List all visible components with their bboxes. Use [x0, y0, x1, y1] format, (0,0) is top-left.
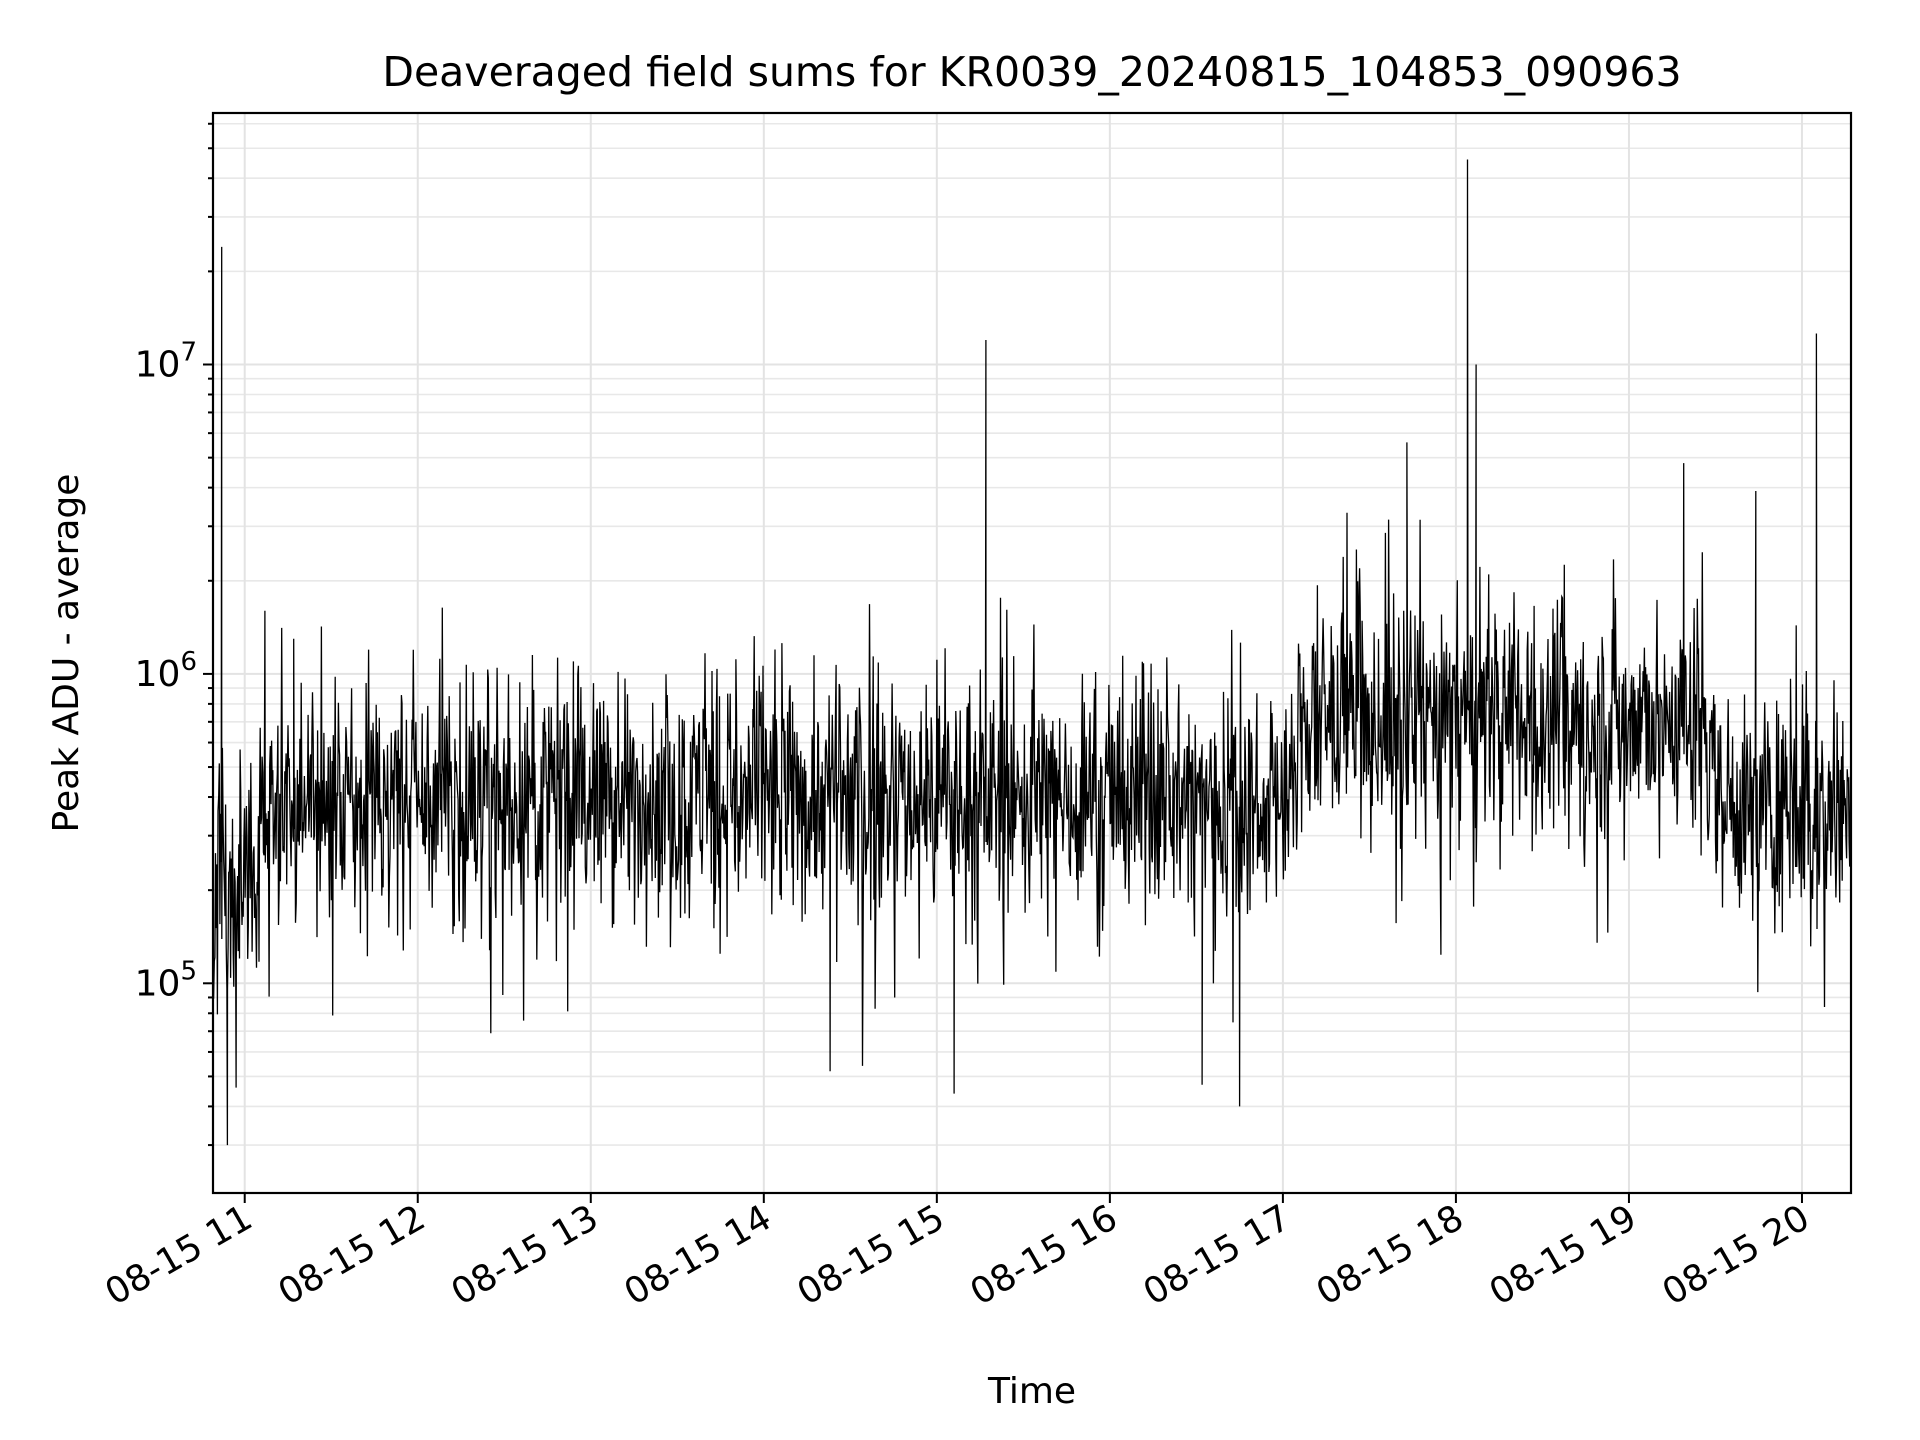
grid	[213, 113, 1851, 1193]
y-tick-label: 106	[135, 647, 197, 695]
x-tick-label: 08-15 20	[1656, 1197, 1817, 1313]
series-layer	[212, 159, 1852, 1146]
y-tick-label: 107	[135, 338, 197, 386]
x-tick-label: 08-15 15	[791, 1197, 952, 1313]
y-tick-label: 105	[135, 956, 197, 1004]
x-tick-label: 08-15 17	[1137, 1197, 1298, 1313]
y-tick-labels: 105 106 107	[135, 338, 197, 1005]
y-axis-label: Peak ADU - average	[46, 474, 87, 833]
x-tick-label: 08-15 14	[618, 1197, 779, 1313]
axis-ticks	[203, 122, 1803, 1203]
x-axis-label: Time	[987, 1371, 1076, 1412]
x-tick-label: 08-15 13	[445, 1197, 606, 1313]
x-tick-label: 08-15 18	[1310, 1197, 1471, 1313]
x-tick-labels: 08-15 11 08-15 12 08-15 13 08-15 14 08-15 15…	[99, 1197, 1817, 1313]
plot-area-frame	[211, 111, 1853, 1195]
chart-title: Deaveraged field sums for KR0039_2024081…	[382, 48, 1681, 96]
x-tick-label: 08-15 19	[1483, 1197, 1644, 1313]
x-tick-label: 08-15 11	[99, 1197, 260, 1313]
series-line	[212, 159, 1852, 1146]
x-tick-label: 08-15 16	[964, 1197, 1125, 1313]
x-tick-label: 08-15 12	[272, 1197, 433, 1313]
